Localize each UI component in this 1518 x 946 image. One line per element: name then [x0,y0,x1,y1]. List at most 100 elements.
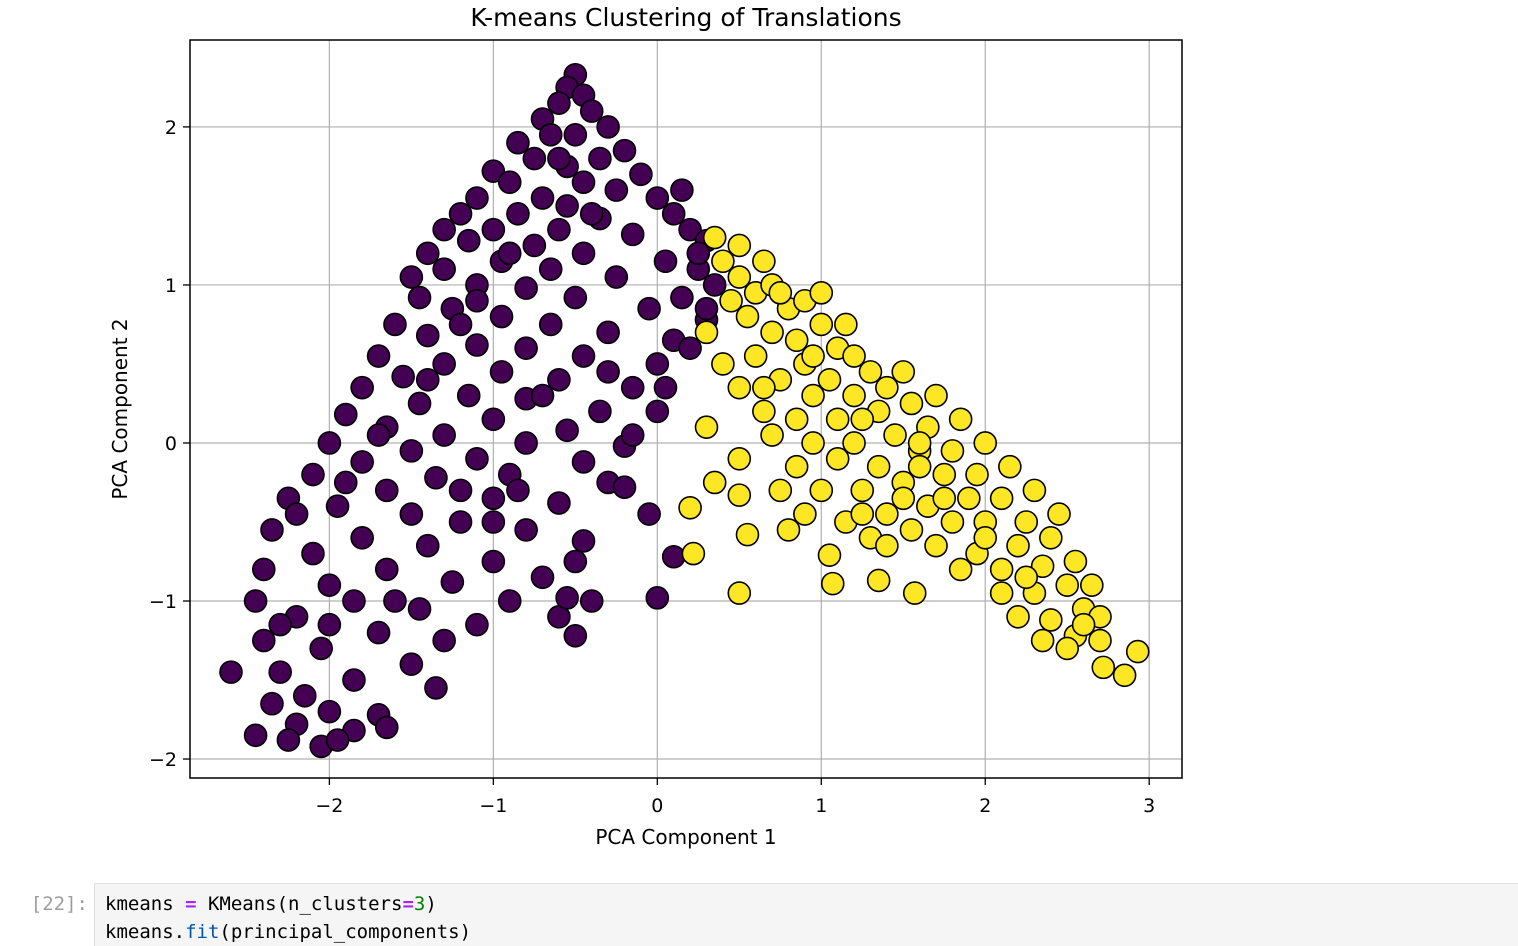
data-point [374,478,399,503]
data-point [374,715,399,740]
data-point [735,522,760,547]
code-line[interactable]: kmeans.fit(principal_components) [105,921,471,943]
x-tick-label: 0 [651,795,663,817]
data-point [506,130,530,155]
data-point [432,257,456,281]
data-point [637,296,661,321]
data-point [432,423,456,447]
data-point [842,344,866,368]
data-point [637,502,661,526]
data-point [899,391,924,416]
data-point [989,557,1014,582]
data-point [875,375,899,400]
data-point [776,518,801,542]
axis-ticks: −2 −1 0 1 2 3 −2 −1 0 1 2 [149,117,1155,817]
data-point [260,691,284,716]
x-tick-label: 1 [815,795,827,817]
data-point [620,375,645,400]
data-point [842,431,866,455]
data-point [678,217,702,242]
data-point [1088,628,1112,653]
data-point [645,352,670,376]
data-point [481,159,506,183]
data-point [924,533,948,558]
data-point [719,288,743,313]
data-point [1006,533,1030,558]
data-point [350,525,374,550]
data-point [415,533,440,558]
data-point [850,478,875,503]
x-tick-label: −1 [479,795,507,817]
data-point [801,431,825,455]
data-point [538,257,563,281]
data-point [948,407,973,432]
data-point [424,465,448,490]
data-point [579,589,604,613]
data-point [784,454,809,479]
data-point [547,367,571,392]
data-point [481,407,506,432]
data-point [891,486,916,511]
code-line[interactable]: kmeans = KMeans(n_clusters=3) [105,893,437,915]
data-point [727,233,752,258]
data-point [702,273,727,297]
data-point [940,439,965,463]
data-point [694,296,719,321]
data-point [1039,525,1063,550]
data-point [902,581,927,605]
data-point [440,570,465,594]
data-point [653,249,678,274]
data-point [292,684,317,708]
data-point [760,320,784,345]
data-point [465,288,489,313]
data-point [866,568,891,593]
data-point [350,375,374,400]
data-point [415,241,440,266]
data-point [973,525,998,550]
data-point [497,241,522,266]
data-point [317,573,342,598]
data-point [571,450,596,474]
data-point [948,557,973,582]
data-point [645,586,670,610]
notebook-code-cell[interactable]: [22]: kmeans = KMeans(n_clusters=3) kmea… [0,883,1518,946]
data-point [317,699,342,724]
code-token: = [185,893,197,915]
data-point [481,510,506,534]
data-point [825,446,850,471]
data-point [932,462,957,487]
data-point [850,502,875,526]
data-point [284,502,309,526]
data-point [817,543,842,567]
data-point [383,312,407,337]
x-axis-label: PCA Component 1 [595,825,776,849]
code-editor[interactable]: kmeans = KMeans(n_clusters=3) kmeans.fit… [94,883,1518,946]
data-point [957,486,981,511]
data-point [924,383,948,408]
data-point [309,636,333,661]
data-point [727,375,752,400]
data-point [399,439,424,463]
data-point [1080,573,1104,598]
data-point [711,249,735,274]
data-point [1030,628,1055,653]
data-point [301,462,325,487]
data-point [547,146,571,171]
data-point [407,597,432,621]
data-point [1047,502,1071,526]
data-point [243,589,268,613]
data-point [456,228,481,253]
code-token: 3 [413,893,426,915]
data-point [448,478,473,503]
data-point [514,276,538,300]
data-point [547,217,571,242]
data-point [415,367,440,392]
data-point [989,581,1014,605]
data-point [801,383,825,408]
y-tick-label: −2 [149,749,177,771]
data-point [522,233,547,258]
data-point [752,249,776,274]
data-point [752,399,776,424]
data-point [432,217,456,242]
data-point [342,589,366,613]
